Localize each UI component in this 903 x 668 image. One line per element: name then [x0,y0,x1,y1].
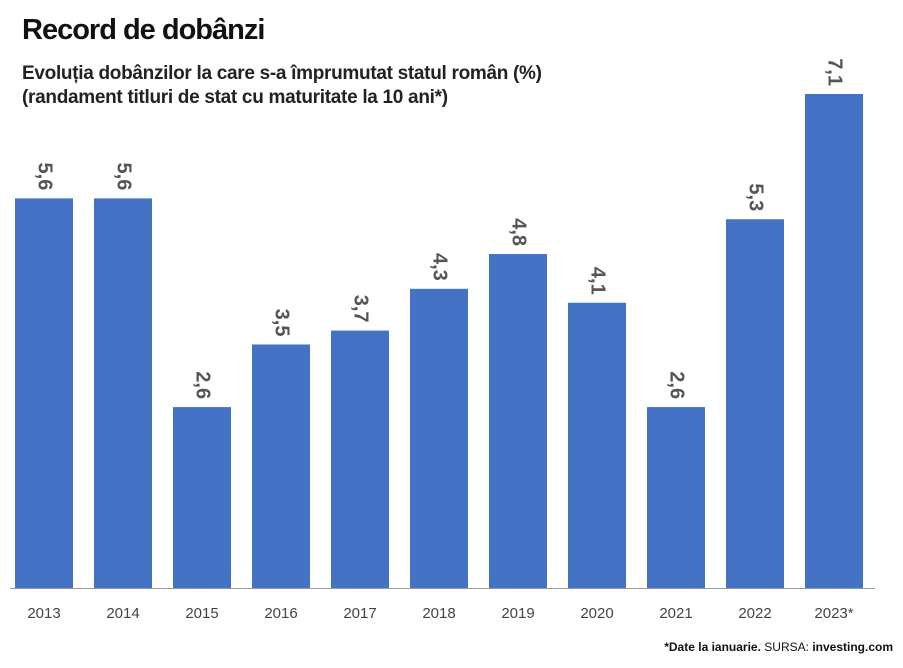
footnote: *Date la ianuarie. SURSA: investing.com [664,640,893,654]
bar-value-label-2020: 4,1 [587,267,609,295]
bar-value-label-2017: 3,7 [350,295,372,323]
x-tick-label-2023*: 2023* [814,605,853,622]
bar-2015 [173,407,231,588]
bar-value-label-2018: 4,3 [429,253,451,281]
footnote-note: *Date la ianuarie. [664,640,761,654]
x-tick-label-2020: 2020 [580,605,613,622]
footnote-source-label: SURSA: [764,640,809,654]
footnote-source: investing.com [812,640,893,654]
bar-value-label-2019: 4,8 [508,218,530,246]
x-tick-label-2021: 2021 [659,605,692,622]
bar-2022 [726,219,784,588]
x-tick-label-2022: 2022 [738,605,771,622]
bar-2019 [489,254,547,588]
bar-2021 [647,407,705,588]
bar-2017 [331,330,389,588]
bar-value-label-2013: 5,6 [34,163,56,191]
bar-2016 [252,344,310,588]
x-tick-label-2014: 2014 [106,605,139,622]
x-tick-label-2015: 2015 [185,605,218,622]
bar-value-label-2015: 2,6 [192,371,214,399]
bar-2013 [15,198,73,588]
x-tick-label-2013: 2013 [27,605,60,622]
chart-subtitle-line-2: (randament titluri de stat cu maturitate… [22,87,448,108]
bar-value-label-2014: 5,6 [113,163,135,191]
x-tick-label-2016: 2016 [264,605,297,622]
bar-value-label-2022: 5,3 [745,183,767,211]
x-tick-label-2018: 2018 [422,605,455,622]
x-tick-label-2019: 2019 [501,605,534,622]
chart-subtitle: Evoluția dobânzilor la care s-a împrumut… [22,62,662,110]
chart-title: Record de dobânzi [22,14,265,46]
chart-subtitle-line-1: Evoluția dobânzilor la care s-a împrumut… [22,63,542,84]
bar-2018 [410,288,468,588]
bar-value-label-2021: 2,6 [666,371,688,399]
bar-2020 [568,302,626,588]
bar-value-label-2016: 3,5 [271,309,293,337]
bar-value-label-2023*: 7,1 [824,58,846,86]
bar-2023* [805,94,863,588]
x-tick-label-2017: 2017 [343,605,376,622]
bar-2014 [94,198,152,588]
